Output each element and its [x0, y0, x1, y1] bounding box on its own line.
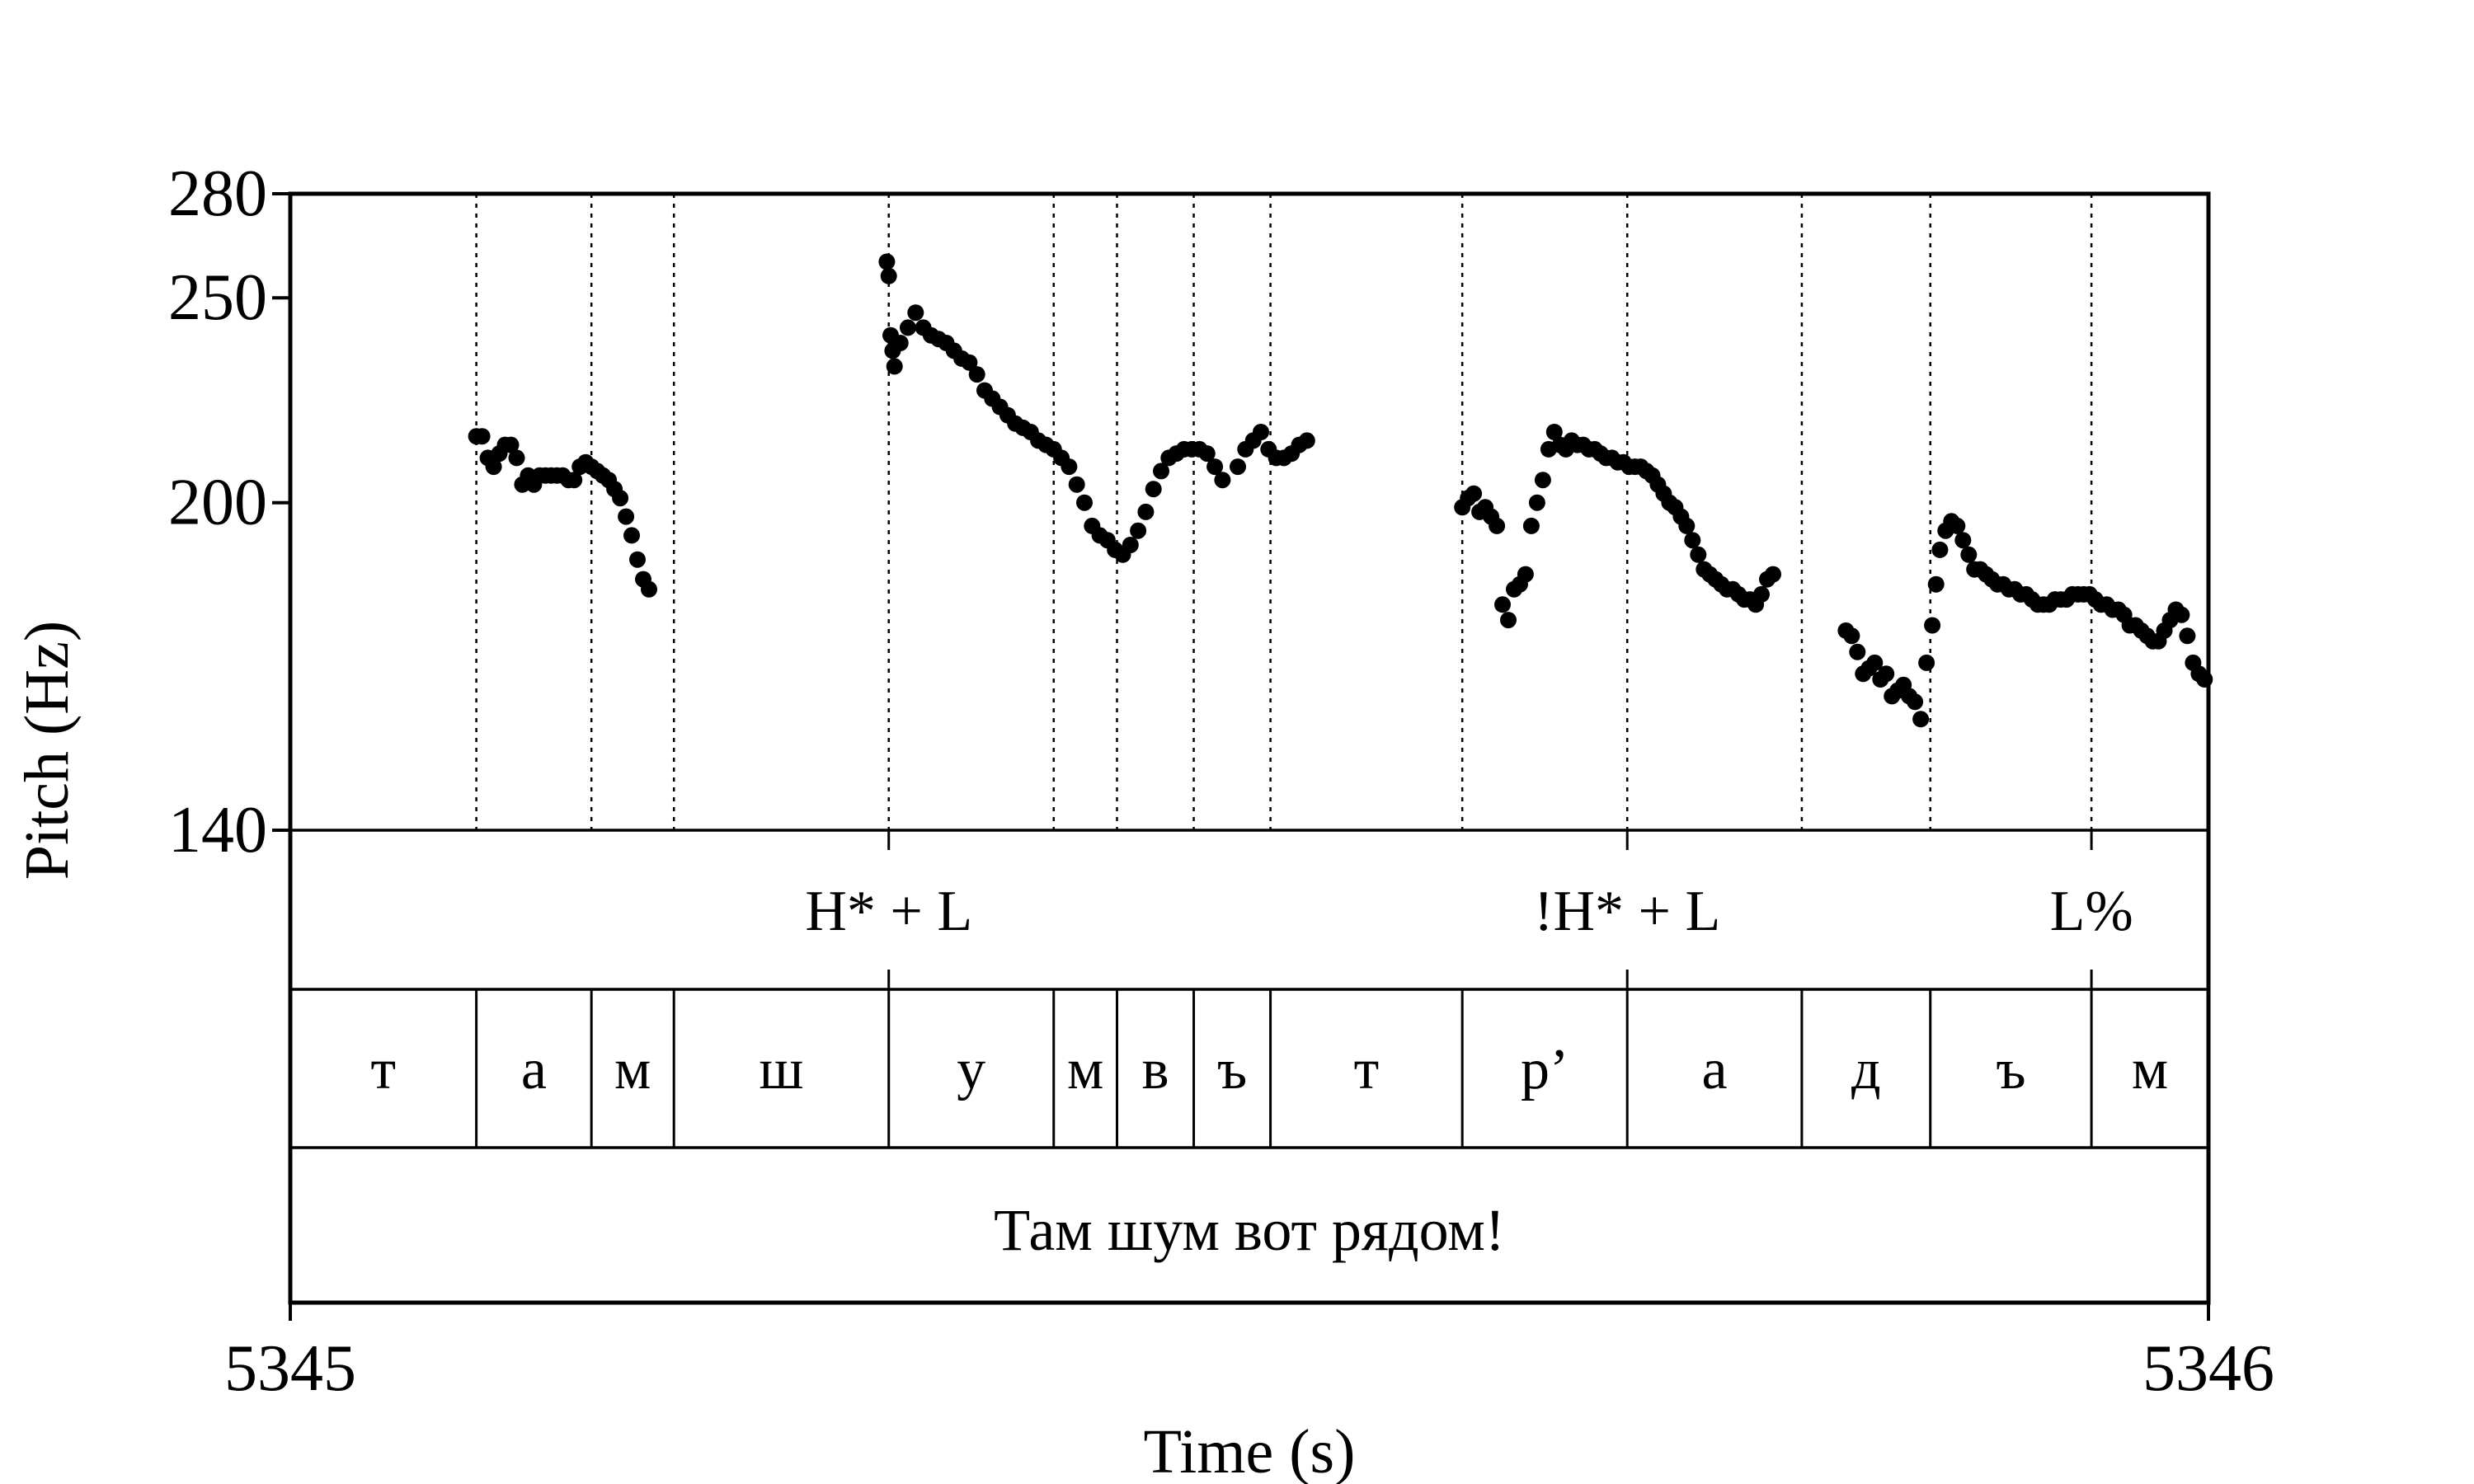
pitch-point — [1753, 585, 1770, 603]
pitch-point — [1076, 494, 1093, 511]
pitch-point — [1684, 532, 1701, 549]
x-axis: 5345 5346 — [224, 1303, 2274, 1405]
segment-label: т — [371, 1038, 397, 1101]
segment-label: ш — [760, 1038, 804, 1101]
x-axis-title: Time (s) — [1144, 1417, 1356, 1484]
pitch-point — [1494, 596, 1511, 613]
pitch-point — [473, 428, 491, 445]
pitch-point — [1517, 566, 1534, 583]
pitch-point — [1489, 517, 1506, 534]
tone-tier: H* + L !H* + L L% — [805, 880, 2133, 943]
pitch-point — [1137, 503, 1155, 520]
pitch-point — [1230, 458, 1246, 476]
pitch-points — [468, 253, 2213, 728]
pitch-point — [1130, 522, 1147, 539]
pitch-point — [2173, 606, 2190, 623]
pitch-point — [878, 253, 896, 270]
pitch-point — [1960, 546, 1978, 563]
pitch-point — [1214, 472, 1231, 489]
plot-frame — [288, 191, 2211, 1305]
pitch-point — [1866, 654, 1884, 671]
pitch-point — [1198, 445, 1216, 463]
pitch-point — [1678, 517, 1696, 534]
pitch-point — [968, 366, 985, 383]
pitch-point — [502, 436, 520, 453]
pitch-point — [1690, 546, 1707, 563]
pitch-point — [1918, 654, 1935, 671]
y-axis: 140 200 250 280 — [168, 157, 290, 866]
y-tick-label: 280 — [168, 157, 267, 230]
pitch-point — [961, 354, 978, 371]
pitch-point — [1298, 432, 1315, 449]
segment-label: в — [1141, 1038, 1169, 1101]
pitch-point — [629, 551, 646, 568]
pitch-point — [1522, 517, 1540, 534]
pitch-point — [1122, 537, 1139, 553]
pitch-point — [1500, 612, 1517, 629]
pitch-point — [1145, 481, 1162, 498]
tone-label: L% — [2050, 880, 2133, 943]
segment-tier: т а м ш у м в ъ т р’ а д ъ м — [371, 989, 2168, 1148]
sentence-label: Там шум вот рядом! — [994, 1197, 1505, 1263]
pitch-point — [1765, 566, 1781, 583]
pitch-point — [618, 508, 635, 525]
y-axis-title: Pitch (Hz) — [12, 621, 82, 880]
pitch-point — [1927, 575, 1945, 593]
pitch-point — [1068, 476, 1085, 493]
pitch-point — [1061, 458, 1078, 476]
pitch-point — [1206, 458, 1224, 476]
tone-label: !H* + L — [1534, 880, 1720, 943]
pitch-point — [1949, 517, 1966, 534]
pitch-point — [1253, 424, 1269, 440]
pitch-point — [1931, 541, 1949, 558]
pitch-point — [880, 267, 897, 284]
pitch-point — [1843, 627, 1860, 645]
segment-label: ъ — [1996, 1038, 2025, 1101]
pitch-point — [886, 358, 903, 375]
pitch-point — [1534, 472, 1551, 489]
pitch-point — [1849, 643, 1866, 660]
pitch-point — [1153, 463, 1169, 480]
pitch-point — [900, 319, 916, 336]
pitch-point — [1954, 532, 1972, 549]
pitch-point — [623, 527, 640, 544]
pitch-point — [1545, 424, 1563, 440]
y-tick-label: 140 — [168, 794, 267, 866]
segment-label: д — [1851, 1038, 1881, 1101]
pitch-point — [485, 458, 502, 476]
segment-label: р’ — [1521, 1038, 1569, 1101]
segment-label: т — [1354, 1038, 1380, 1101]
tone-ticks — [887, 830, 2093, 989]
pitch-point — [1924, 617, 1941, 634]
pitch-point — [907, 304, 924, 322]
pitch-point — [566, 472, 583, 489]
pitch-point — [1878, 665, 1895, 683]
pitch-point — [1465, 485, 1483, 502]
pitch-point — [641, 580, 657, 598]
segment-label: м — [1067, 1038, 1103, 1101]
x-tick-label: 5345 — [224, 1332, 356, 1405]
pitch-point — [891, 335, 909, 351]
tone-label: H* + L — [805, 880, 972, 943]
segment-label: а — [521, 1038, 547, 1101]
segment-label: ъ — [1217, 1038, 1247, 1101]
x-tick-label: 5346 — [2142, 1332, 2274, 1405]
boundary-lines — [475, 194, 2093, 830]
segment-label: у — [957, 1038, 985, 1101]
pitch-point — [508, 449, 525, 467]
segment-label: а — [1702, 1038, 1728, 1101]
y-tick-label: 250 — [168, 261, 267, 334]
pitch-point — [1528, 494, 1545, 511]
pitch-point — [1912, 711, 1930, 728]
segment-label: м — [614, 1038, 651, 1101]
y-tick-label: 200 — [168, 467, 267, 539]
pitch-point — [612, 490, 629, 507]
pitch-point — [2179, 627, 2196, 645]
segment-label: м — [2132, 1038, 2168, 1101]
pitch-point — [1907, 693, 1924, 711]
